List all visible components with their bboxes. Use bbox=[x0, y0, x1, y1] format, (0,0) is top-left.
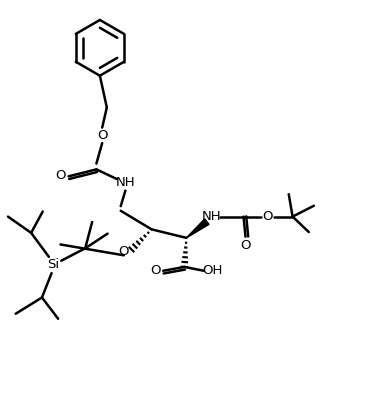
Text: O: O bbox=[240, 239, 251, 252]
Text: O: O bbox=[118, 245, 128, 258]
Text: O: O bbox=[150, 264, 161, 276]
Text: O: O bbox=[262, 210, 273, 223]
Text: O: O bbox=[97, 129, 107, 142]
Text: Si: Si bbox=[47, 258, 60, 271]
Text: NH: NH bbox=[201, 210, 221, 223]
Text: NH: NH bbox=[116, 176, 135, 189]
Polygon shape bbox=[186, 219, 209, 238]
Text: O: O bbox=[56, 169, 66, 182]
Text: OH: OH bbox=[202, 264, 223, 277]
